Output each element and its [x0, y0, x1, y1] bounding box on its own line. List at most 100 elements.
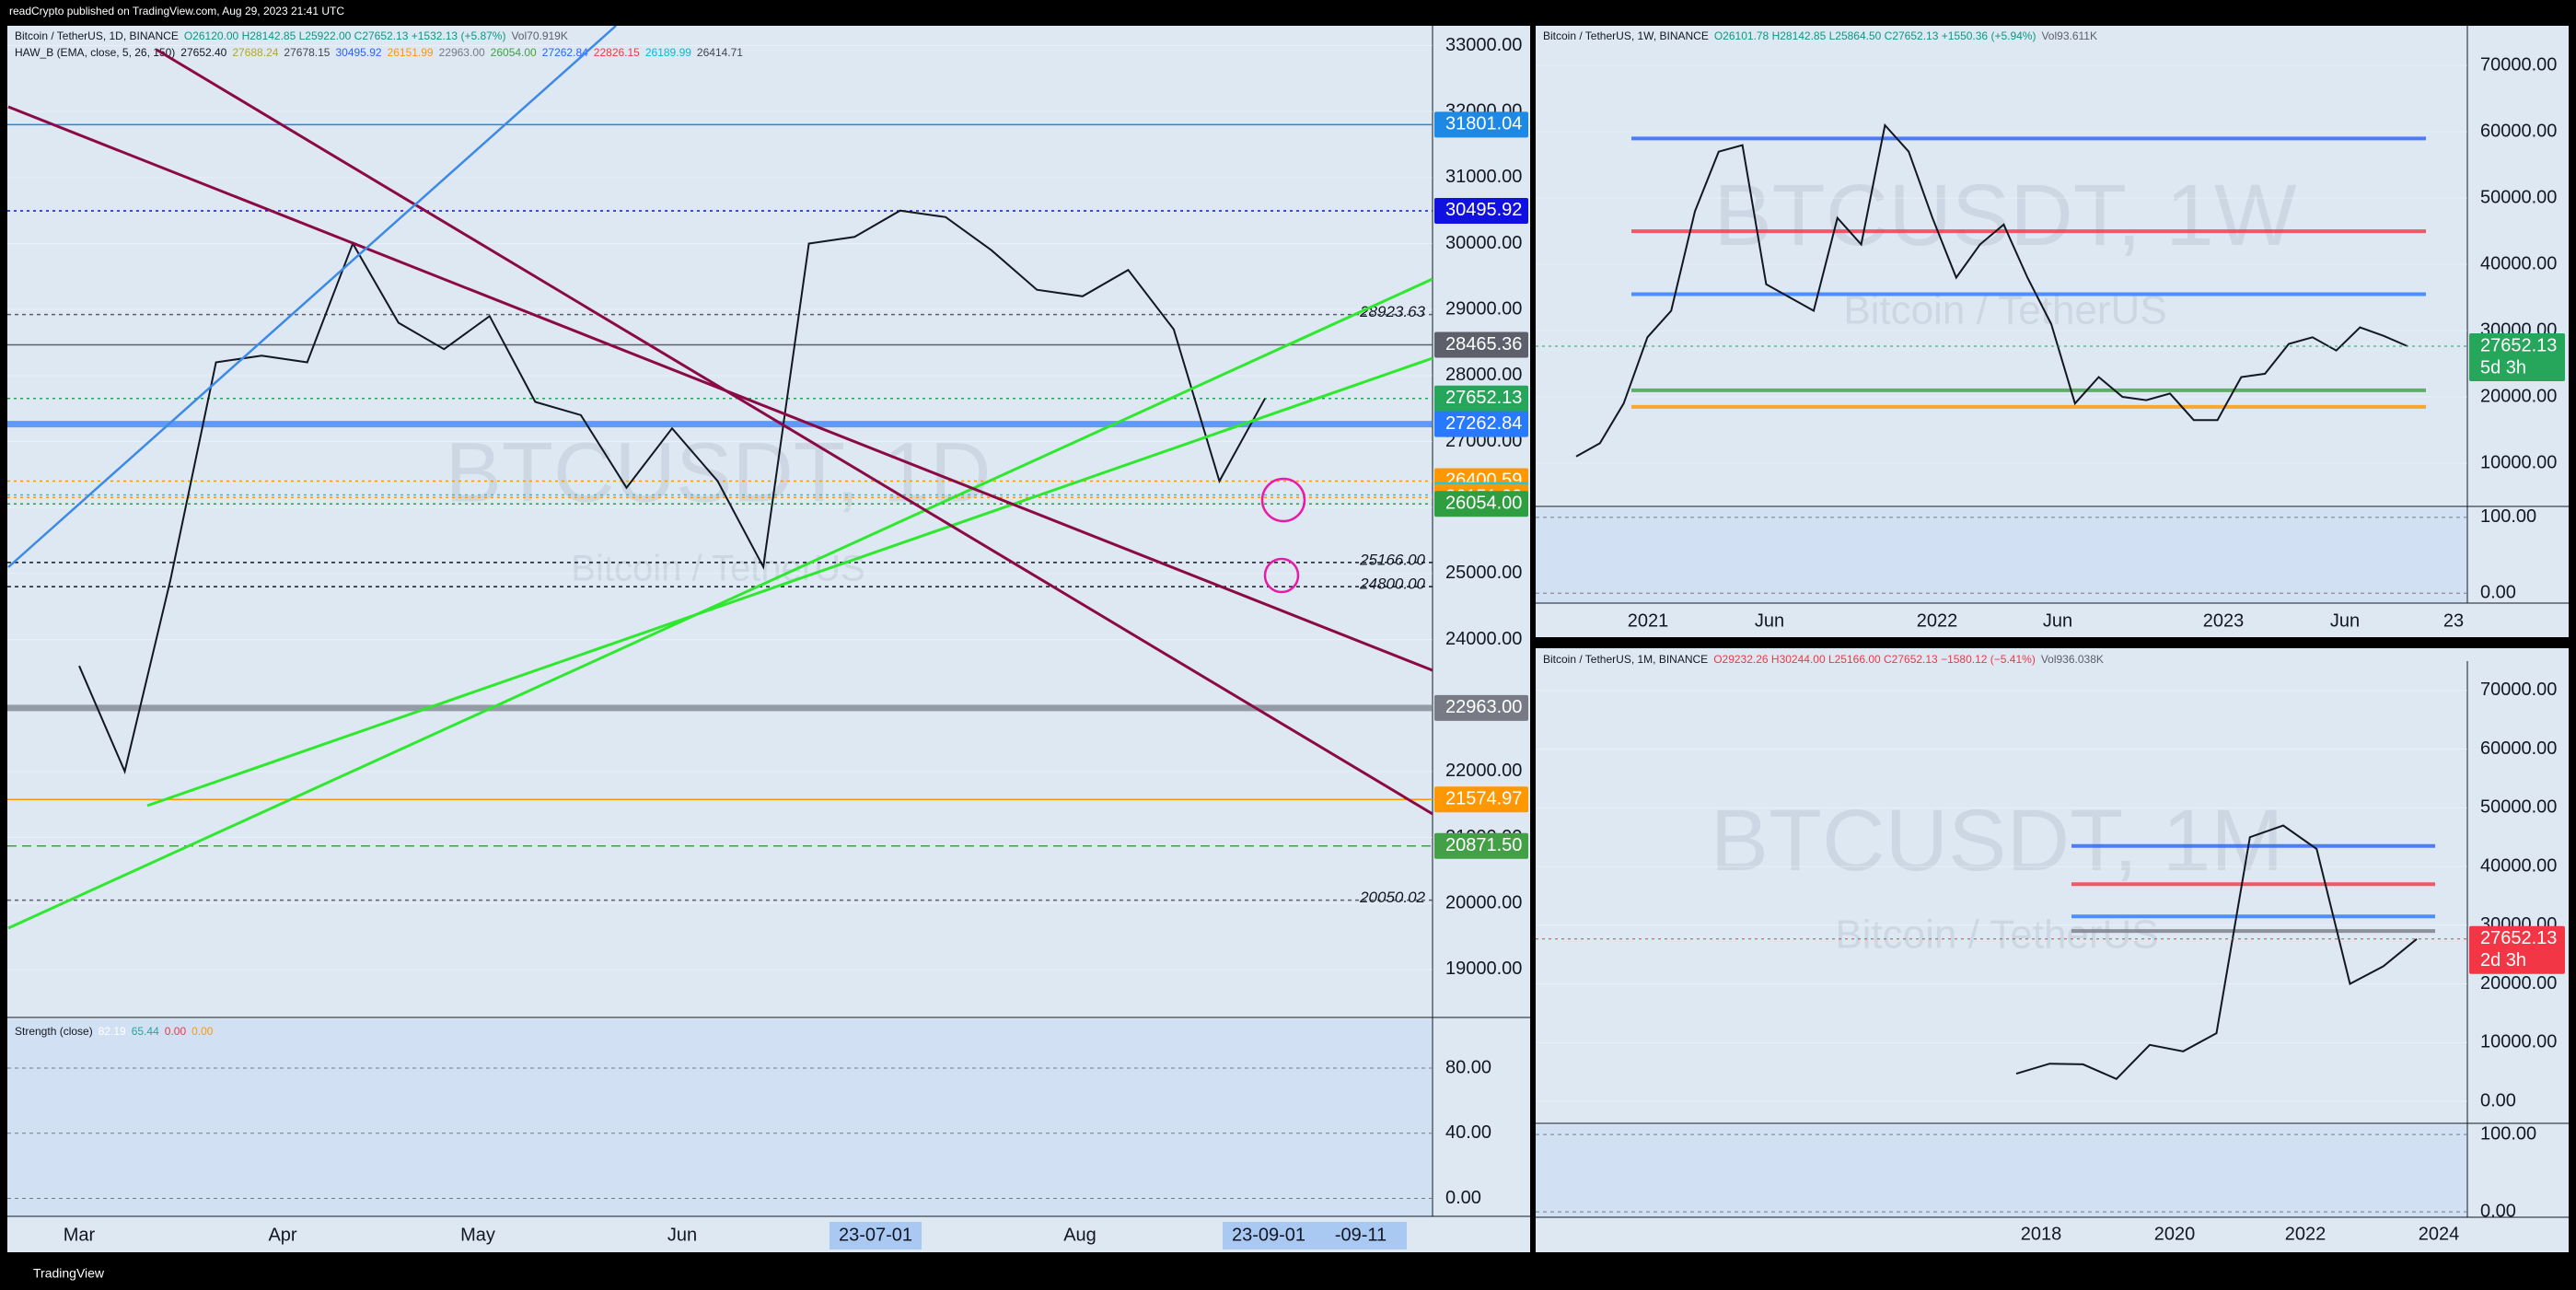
- level-label: 31801.04: [1445, 114, 1522, 134]
- marker-circle: [1260, 477, 1306, 523]
- y-tick-label: 31000.00: [1445, 167, 1522, 187]
- level-label: 21574.97: [1445, 789, 1522, 809]
- strength-tick-label: 100.00: [2480, 1123, 2536, 1144]
- legend-item: Bitcoin / TetherUS, 1D, BINANCE: [15, 29, 179, 42]
- strength-legend-item: 0.00: [191, 1025, 214, 1038]
- time-label: Aug: [1063, 1225, 1097, 1245]
- level-label: 20871.50: [1445, 835, 1522, 855]
- price-line: [1575, 122, 2408, 458]
- legend-item: 26151.99: [388, 46, 434, 59]
- time-label: 23: [2443, 610, 2464, 631]
- level-label: 28465.36: [1445, 334, 1522, 354]
- strength-legend-item: 0.00: [165, 1025, 187, 1038]
- time-label: 23-07-01: [839, 1225, 912, 1245]
- y-tick-label: 19000.00: [1445, 959, 1522, 979]
- legend-item: Vol936.038K: [2041, 653, 2104, 666]
- time-label: Jun: [2330, 610, 2360, 631]
- level-label: 27652.13: [1445, 388, 1522, 408]
- level-note: 28923.63: [1359, 303, 1425, 320]
- level-label: 27262.84: [1445, 413, 1522, 434]
- time-label: 2024: [2419, 1224, 2460, 1244]
- legend-item: 26189.99: [645, 46, 691, 59]
- y-tick-label: 10000.00: [2480, 452, 2557, 472]
- time-label: 2022: [2285, 1224, 2327, 1244]
- y-tick-label: 40000.00: [2480, 855, 2557, 876]
- watermark: BTCUSDT, 1M: [1711, 792, 2284, 889]
- trendline: [7, 277, 1433, 930]
- y-tick-label: 70000.00: [2480, 680, 2557, 700]
- y-tick-label: 20000.00: [2480, 386, 2557, 406]
- time-highlight: [1315, 1222, 1407, 1249]
- y-tick-label: 33000.00: [1445, 35, 1522, 55]
- legend-item: HAW_B (EMA, close, 5, 26, 150): [15, 46, 175, 59]
- legend-item: O26101.78 H28142.85 L25864.50 C27652.13 …: [1714, 29, 2036, 42]
- panel-monthly: [1536, 648, 2569, 1252]
- y-tick-label: 10000.00: [2480, 1032, 2557, 1052]
- trendline: [7, 26, 617, 568]
- time-label: May: [460, 1225, 495, 1245]
- trendline: [156, 48, 1433, 816]
- y-tick-label: 24000.00: [1445, 629, 1522, 649]
- legend-item: 26414.71: [697, 46, 743, 59]
- y-tick-label: 20000.00: [2480, 973, 2557, 994]
- last-price-box: [2469, 925, 2565, 974]
- time-label: Jun: [2043, 610, 2072, 631]
- legend-item: Bitcoin / TetherUS, 1M, BINANCE: [1543, 653, 1708, 666]
- strength-legend-item: 82.19: [99, 1025, 126, 1038]
- y-tick-label: 50000.00: [2480, 797, 2557, 818]
- level-box: [1434, 694, 1528, 721]
- y-tick-label: 70000.00: [2480, 54, 2557, 75]
- y-tick-label: 60000.00: [2480, 738, 2557, 759]
- level-box: [1434, 111, 1528, 138]
- legend-item: Bitcoin / TetherUS, 1W, BINANCE: [1543, 29, 1709, 42]
- level-note: 24800.00: [1359, 575, 1425, 593]
- level-box: [1434, 786, 1528, 813]
- level-label: 30495.92: [1445, 200, 1522, 220]
- strength-legend: Strength (close) 82.19 65.44 0.00 0.00: [15, 1025, 214, 1038]
- price-line: [78, 209, 1266, 774]
- legend-item: 27678.15: [284, 46, 330, 59]
- y-tick-label: 22000.00: [1445, 761, 1522, 781]
- panel-daily: [7, 26, 1530, 1252]
- brand: TradingView: [33, 1266, 105, 1281]
- level-note: 25166.00: [1359, 551, 1425, 568]
- strength-tick-label: 0.00: [2480, 583, 2516, 603]
- watermark: BTCUSDT, 1D: [446, 425, 992, 519]
- strength-tick-label: 80.00: [1445, 1057, 1491, 1077]
- legend-item: Vol93.611K: [2041, 29, 2097, 42]
- legend: Bitcoin / TetherUS, 1W, BINANCE O26101.78…: [1543, 29, 2097, 42]
- publish-note: readCrypto published on TradingView.com,…: [9, 5, 344, 17]
- y-tick-label: 30000.00: [1445, 233, 1522, 253]
- watermark-subtitle: Bitcoin / TetherUS: [571, 549, 864, 589]
- time-label: 2021: [1628, 610, 1669, 631]
- time-label: Mar: [64, 1225, 96, 1245]
- panel-weekly: [1536, 26, 2569, 637]
- time-label: 23-09-01: [1232, 1225, 1305, 1245]
- y-tick-label: 25000.00: [1445, 563, 1522, 583]
- level-box: [1434, 331, 1528, 358]
- y-tick-label: 28000.00: [1445, 365, 1522, 385]
- legend-item: Vol70.919K: [511, 29, 567, 42]
- legend-item: O29232.26 H30244.00 L25166.00 C27652.13 …: [1713, 653, 2036, 666]
- last-price-countdown: 5d 3h: [2480, 357, 2526, 378]
- level-box: [1434, 832, 1528, 859]
- level-note: 20050.02: [1359, 889, 1425, 906]
- legend-item: 22963.00: [439, 46, 485, 59]
- time-label: 2020: [2154, 1224, 2196, 1244]
- level-box: [1434, 197, 1528, 224]
- y-tick-label: 20000.00: [1445, 892, 1522, 912]
- strength-pane: [1536, 1125, 2467, 1217]
- strength-pane: [1536, 508, 2467, 603]
- y-tick-label: 40000.00: [2480, 253, 2557, 273]
- legend-item: 26054.00: [491, 46, 537, 59]
- legend: Bitcoin / TetherUS, 1D, BINANCE O26120.00…: [15, 29, 568, 42]
- last-price-countdown: 2d 3h: [2480, 950, 2526, 970]
- y-tick-label: 0.00: [2480, 1090, 2516, 1110]
- time-label: Apr: [268, 1225, 296, 1245]
- y-tick-label: 50000.00: [2480, 187, 2557, 207]
- y-tick-label: 29000.00: [1445, 298, 1522, 319]
- legend-item: 27688.24: [232, 46, 278, 59]
- footer-bar: [0, 1258, 2576, 1290]
- time-label: Jun: [667, 1225, 697, 1245]
